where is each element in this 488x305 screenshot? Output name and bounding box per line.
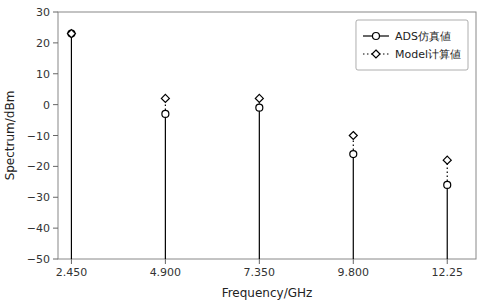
stem (165, 114, 166, 259)
y-tick-label: 20 (36, 37, 50, 50)
y-tick (53, 104, 58, 105)
legend-frame (356, 20, 468, 70)
marker (444, 181, 451, 188)
stem (353, 154, 354, 259)
marker (162, 110, 169, 117)
legend-label: ADS仿真値 (395, 30, 451, 43)
legend-marker (372, 33, 379, 40)
legend-marker (372, 50, 380, 58)
x-tick-label: 12.25 (431, 266, 463, 279)
marker (349, 132, 357, 140)
y-tick-label: −40 (27, 222, 50, 235)
y-tick (53, 12, 58, 13)
x-tick-label: 2.450 (56, 266, 88, 279)
y-tick-label: −10 (27, 130, 50, 143)
legend-label: Model计算値 (395, 48, 461, 61)
x-tick (165, 259, 166, 264)
y-tick-label: −30 (27, 191, 50, 204)
legend: ADS仿真値 Model计算値 (356, 20, 468, 70)
stem (447, 185, 448, 259)
y-tick (53, 166, 58, 167)
marker (256, 104, 263, 111)
y-tick-label: −20 (27, 160, 50, 173)
chart: 2.450 4.900 7.350 9.800 12.25 −50 −40 −30 −20 −10… (0, 0, 488, 305)
marker (350, 151, 357, 158)
x-tick-label: 4.900 (150, 266, 182, 279)
marker (68, 30, 75, 37)
x-tick-label: 9.800 (338, 266, 370, 279)
x-tick-label: 7.350 (244, 266, 276, 279)
x-tick (71, 259, 72, 264)
stem (71, 34, 72, 259)
x-tick (353, 259, 354, 264)
x-tick (259, 259, 260, 264)
y-tick (53, 42, 58, 43)
marker (67, 30, 75, 38)
marker (161, 94, 169, 102)
y-tick (53, 73, 58, 74)
y-tick (53, 259, 58, 260)
y-tick (53, 135, 58, 136)
marker (255, 94, 263, 102)
y-tick-label: 30 (36, 6, 50, 19)
x-axis-label: Frequency/GHz (222, 286, 313, 300)
stem (259, 108, 260, 259)
marker (443, 156, 451, 164)
x-tick (447, 259, 448, 264)
plot-frame (58, 12, 476, 259)
y-tick (53, 197, 58, 198)
y-axis-label: Spectrum/dBm (3, 91, 17, 181)
y-tick-label: −50 (27, 253, 50, 266)
y-tick-label: 10 (36, 68, 50, 81)
y-tick-label: 0 (43, 99, 50, 112)
y-tick (53, 228, 58, 229)
